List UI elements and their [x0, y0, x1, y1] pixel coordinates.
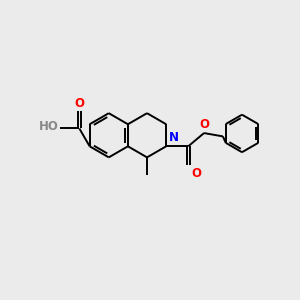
Text: O: O: [199, 118, 209, 131]
Text: O: O: [74, 97, 84, 110]
Text: O: O: [191, 167, 201, 180]
Text: N: N: [169, 131, 179, 144]
Text: HO: HO: [39, 121, 59, 134]
